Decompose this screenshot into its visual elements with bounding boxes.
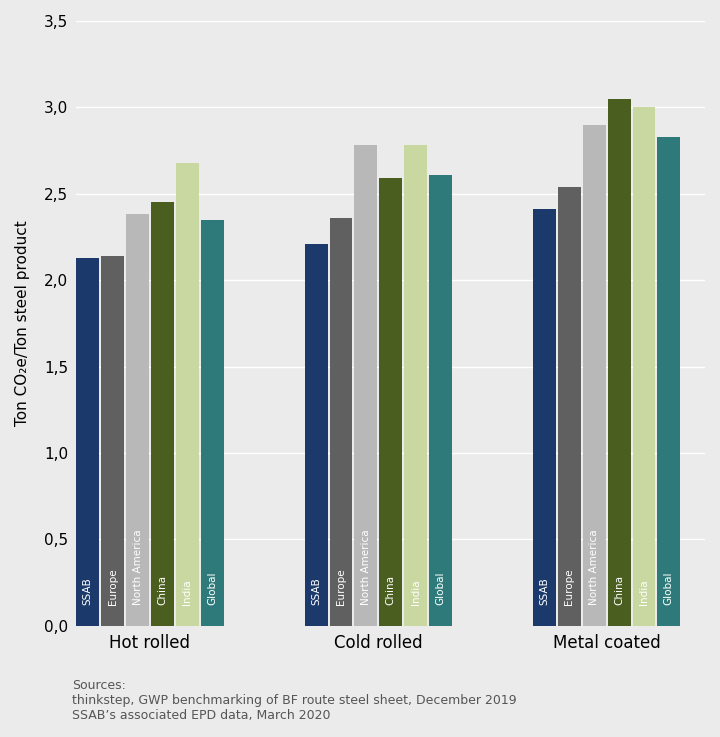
- Text: Europe: Europe: [108, 568, 117, 605]
- Text: China: China: [614, 575, 624, 605]
- Text: Global: Global: [436, 571, 446, 605]
- Text: SSAB: SSAB: [83, 577, 93, 605]
- Bar: [126, 214, 149, 626]
- Bar: [558, 187, 581, 626]
- Bar: [608, 99, 631, 626]
- Text: China: China: [158, 575, 167, 605]
- Bar: [176, 163, 199, 626]
- Bar: [404, 145, 427, 626]
- Text: Sources:
thinkstep, GWP benchmarking of BF route steel sheet, December 2019
SSAB: Sources: thinkstep, GWP benchmarking of …: [72, 680, 517, 722]
- Bar: [657, 137, 680, 626]
- Text: North America: North America: [132, 529, 143, 605]
- Bar: [102, 256, 124, 626]
- Y-axis label: Ton CO₂e/Ton steel product: Ton CO₂e/Ton steel product: [15, 220, 30, 426]
- Text: Global: Global: [664, 571, 674, 605]
- Bar: [151, 203, 174, 626]
- Bar: [354, 145, 377, 626]
- Text: India: India: [410, 579, 420, 605]
- Text: Europe: Europe: [336, 568, 346, 605]
- Bar: [201, 220, 224, 626]
- Text: North America: North America: [589, 529, 599, 605]
- Text: Europe: Europe: [564, 568, 575, 605]
- Bar: [330, 218, 352, 626]
- Text: China: China: [386, 575, 396, 605]
- Bar: [582, 125, 606, 626]
- Bar: [429, 175, 452, 626]
- Text: SSAB: SSAB: [311, 577, 321, 605]
- Bar: [533, 209, 556, 626]
- Text: SSAB: SSAB: [539, 577, 549, 605]
- Text: India: India: [182, 579, 192, 605]
- Text: India: India: [639, 579, 649, 605]
- Text: North America: North America: [361, 529, 371, 605]
- Bar: [305, 244, 328, 626]
- Bar: [76, 258, 99, 626]
- Bar: [632, 108, 655, 626]
- Text: Global: Global: [207, 571, 217, 605]
- Bar: [379, 178, 402, 626]
